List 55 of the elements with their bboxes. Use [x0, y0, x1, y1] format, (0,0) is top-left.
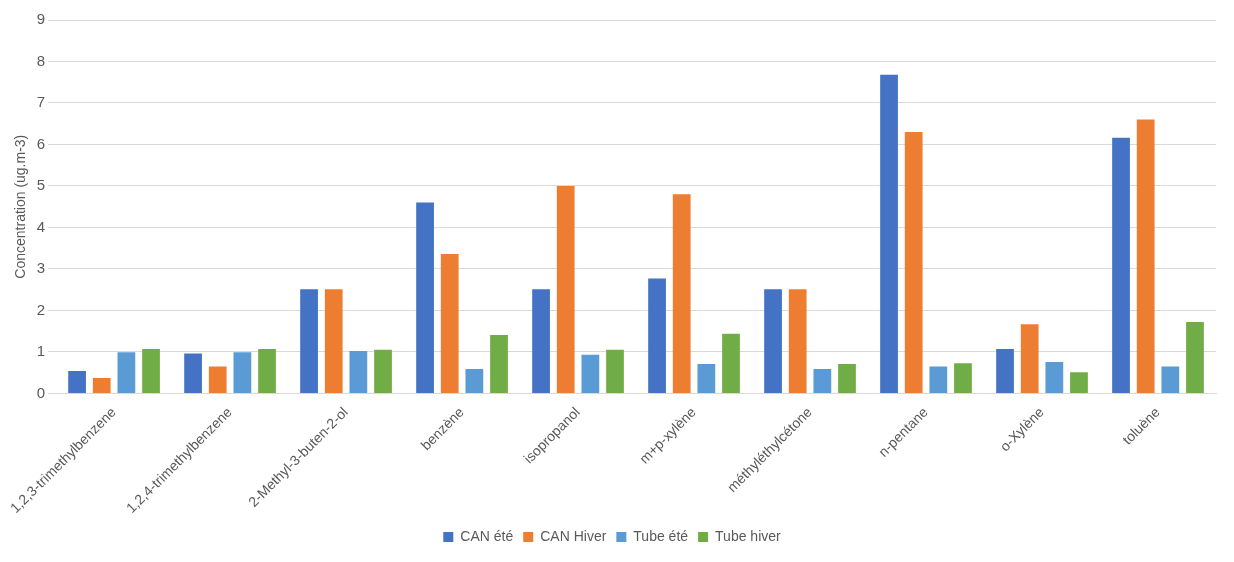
bar [904, 132, 923, 393]
y-tick-label: 7 [36, 93, 46, 111]
bar [258, 349, 276, 393]
bar [416, 202, 434, 393]
bar [1161, 366, 1180, 393]
y-tick-label: 1 [36, 342, 46, 360]
bar [1070, 372, 1088, 393]
bar [1112, 137, 1130, 393]
bar [556, 185, 575, 393]
y-tick-label: 9 [36, 10, 46, 28]
bar [440, 254, 459, 393]
bar [68, 371, 86, 393]
bar [996, 349, 1014, 393]
bar [92, 378, 111, 393]
bar [142, 349, 160, 393]
bar [233, 352, 252, 393]
bar [208, 366, 227, 393]
bar [722, 333, 740, 393]
bar [349, 351, 368, 393]
y-axis-title: Concentration (ug.m-3) [12, 134, 29, 279]
bar [1186, 322, 1204, 393]
y-tick-label: 8 [36, 51, 46, 69]
bar [880, 74, 898, 393]
bar [1136, 119, 1155, 393]
bar [581, 354, 600, 393]
bar [929, 366, 948, 393]
y-tick-label: 4 [36, 217, 46, 235]
y-tick-label: 3 [36, 259, 46, 277]
y-tick-label: 2 [36, 300, 46, 318]
bar [838, 363, 856, 393]
bar [1045, 361, 1064, 393]
bar [465, 368, 484, 393]
bar [117, 352, 136, 393]
bar [606, 349, 624, 393]
y-tick-label: 0 [36, 383, 46, 401]
bar [672, 194, 691, 393]
legend-label: CAN Hiver [540, 527, 607, 544]
bar [954, 363, 972, 393]
y-tick-label: 6 [36, 134, 46, 152]
legend-label: Tube été [633, 527, 689, 544]
bar [374, 349, 392, 393]
bar [813, 368, 832, 393]
bar [697, 363, 716, 393]
bar [764, 289, 782, 393]
bar [490, 334, 508, 393]
bar [324, 289, 343, 393]
bar [532, 289, 550, 393]
bar [184, 353, 202, 393]
bar [300, 289, 318, 393]
y-tick-label: 5 [36, 176, 46, 194]
bar [648, 278, 666, 393]
bar [1020, 324, 1039, 393]
legend-label: CAN été [460, 527, 514, 544]
bar [788, 289, 807, 393]
legend-label: Tube hiver [715, 527, 782, 544]
